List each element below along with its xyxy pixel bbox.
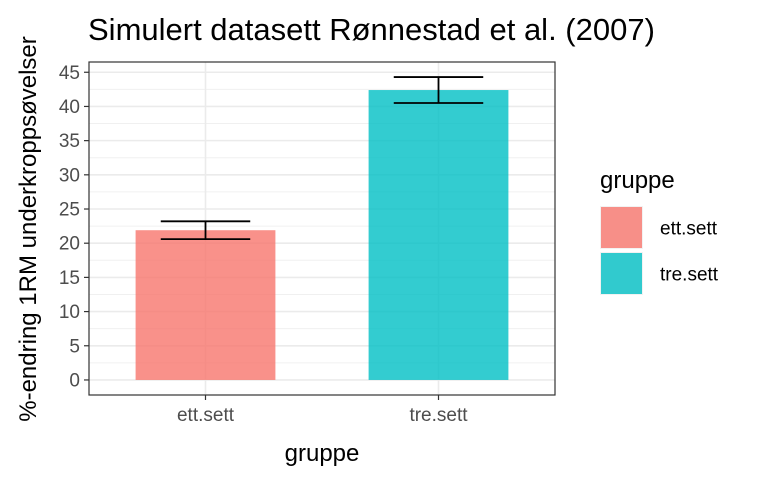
error-bars [160,76,484,240]
x-tick-label: tre.sett [409,405,468,426]
y-tick-label: 0 [69,370,80,391]
x-axis-ticks: ett.sett tre.sett [177,395,468,426]
y-tick-label: 15 [59,268,80,289]
legend-label: ett.sett [660,219,718,240]
bar-tre.sett [368,90,509,380]
legend-key-ett.sett [601,207,642,248]
y-tick-label: 5 [69,336,80,357]
legend-title: gruppe [600,167,675,194]
y-tick-label: 25 [59,200,80,221]
y-tick-label: 10 [59,302,80,323]
y-tick-label: 45 [59,63,80,84]
bar-ett.sett [135,230,276,380]
bars [135,90,509,380]
x-axis-title: gruppe [285,440,360,467]
y-tick-label: 35 [59,131,80,152]
y-tick-label: 20 [59,234,80,255]
y-axis-title: %-endring 1RM underkroppsøvelser [15,36,42,422]
y-axis-ticks: 0 5 10 15 20 25 30 35 40 45 [59,63,89,391]
error-bar-tre.sett [393,76,484,104]
legend-key-tre.sett [601,253,642,294]
y-tick-label: 40 [59,97,80,118]
error-bar-ett.sett [160,220,251,240]
legend-label: tre.sett [660,265,719,286]
legend: gruppe ett.sett tre.sett [600,167,719,295]
x-tick-label: ett.sett [177,405,235,426]
plot-border [88,61,556,396]
chart-title: Simulert datasett Rønnestad et al. (2007… [88,12,655,47]
y-tick-label: 30 [59,165,80,186]
